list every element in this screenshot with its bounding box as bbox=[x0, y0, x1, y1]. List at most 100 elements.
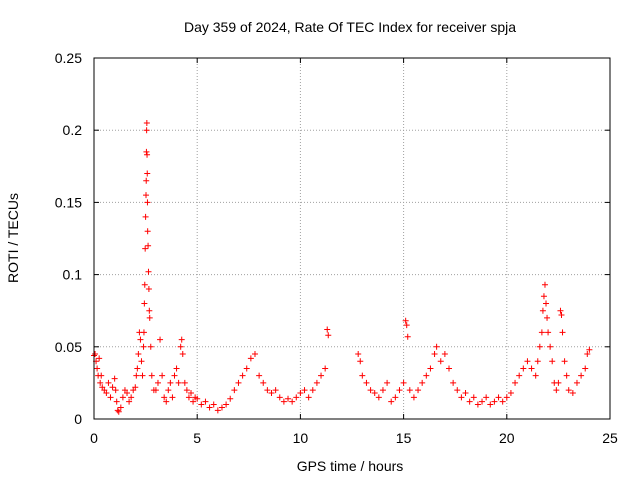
y-tick-label: 0.05 bbox=[55, 339, 82, 355]
data-point bbox=[419, 379, 426, 386]
data-point bbox=[285, 395, 292, 402]
data-point bbox=[175, 379, 182, 386]
data-point bbox=[555, 379, 562, 386]
data-point bbox=[142, 245, 149, 252]
data-point bbox=[507, 390, 514, 397]
data-point bbox=[541, 281, 548, 288]
data-point bbox=[431, 351, 438, 358]
data-point bbox=[540, 293, 547, 300]
data-point bbox=[223, 401, 230, 408]
x-tick-label: 5 bbox=[193, 430, 201, 446]
data-point bbox=[324, 326, 331, 333]
data-point bbox=[163, 398, 170, 405]
data-point bbox=[214, 407, 221, 414]
data-point bbox=[103, 390, 110, 397]
data-point bbox=[178, 336, 185, 343]
data-point bbox=[371, 390, 378, 397]
data-point bbox=[139, 372, 146, 379]
grid-lines bbox=[94, 58, 610, 419]
data-point bbox=[179, 351, 186, 358]
data-point bbox=[132, 384, 139, 391]
data-point bbox=[231, 387, 238, 394]
data-point bbox=[157, 336, 164, 343]
x-axis-label: GPS time / hours bbox=[297, 458, 404, 474]
x-tick-label: 0 bbox=[90, 430, 98, 446]
data-point bbox=[318, 372, 325, 379]
data-point bbox=[148, 372, 155, 379]
data-point bbox=[487, 401, 494, 408]
data-point bbox=[268, 390, 275, 397]
data-point bbox=[584, 351, 591, 358]
data-point bbox=[251, 351, 258, 358]
data-point bbox=[406, 387, 413, 394]
data-point bbox=[557, 307, 564, 314]
data-point bbox=[301, 387, 308, 394]
data-point bbox=[357, 358, 364, 365]
data-points bbox=[91, 119, 593, 415]
data-point bbox=[143, 127, 150, 134]
data-point bbox=[499, 398, 506, 405]
data-point bbox=[549, 358, 556, 365]
data-point bbox=[538, 329, 545, 336]
data-point bbox=[410, 394, 417, 401]
data-point bbox=[117, 404, 124, 411]
data-point bbox=[491, 398, 498, 405]
data-point bbox=[94, 365, 101, 372]
data-point bbox=[534, 358, 541, 365]
data-point bbox=[126, 398, 133, 405]
data-point bbox=[227, 395, 234, 402]
data-point bbox=[433, 343, 440, 350]
data-point bbox=[375, 394, 382, 401]
y-tick-label: 0.1 bbox=[63, 267, 83, 283]
data-point bbox=[325, 332, 332, 339]
data-point bbox=[181, 379, 188, 386]
data-point bbox=[379, 387, 386, 394]
data-point bbox=[392, 394, 399, 401]
data-point bbox=[553, 387, 560, 394]
data-point bbox=[134, 365, 141, 372]
data-point bbox=[563, 372, 570, 379]
data-point bbox=[280, 398, 287, 405]
data-point bbox=[138, 358, 145, 365]
y-tick-label: 0.25 bbox=[55, 50, 82, 66]
data-point bbox=[98, 372, 105, 379]
data-point bbox=[532, 372, 539, 379]
data-point bbox=[135, 351, 142, 358]
data-point bbox=[239, 372, 246, 379]
data-point bbox=[128, 394, 135, 401]
data-point bbox=[137, 336, 144, 343]
data-point bbox=[561, 358, 568, 365]
data-point bbox=[547, 343, 554, 350]
x-tick-label: 25 bbox=[602, 430, 618, 446]
data-point bbox=[218, 404, 225, 411]
data-point bbox=[558, 312, 565, 319]
data-point bbox=[466, 398, 473, 405]
data-point bbox=[569, 390, 576, 397]
data-point bbox=[154, 379, 161, 386]
data-point bbox=[190, 398, 197, 405]
data-point bbox=[188, 390, 195, 397]
data-point bbox=[297, 390, 304, 397]
data-point bbox=[536, 343, 543, 350]
data-point bbox=[144, 199, 151, 206]
data-point bbox=[194, 395, 201, 402]
data-point bbox=[210, 401, 217, 408]
data-point bbox=[543, 300, 550, 307]
data-point bbox=[582, 365, 589, 372]
data-point bbox=[141, 300, 148, 307]
data-point bbox=[415, 387, 422, 394]
data-point bbox=[114, 407, 121, 414]
data-point bbox=[520, 365, 527, 372]
data-point bbox=[470, 394, 477, 401]
data-point bbox=[144, 170, 151, 177]
data-point bbox=[400, 379, 407, 386]
data-point bbox=[423, 372, 430, 379]
data-point bbox=[119, 394, 126, 401]
data-point bbox=[143, 148, 150, 155]
data-point bbox=[161, 394, 168, 401]
data-point bbox=[145, 286, 152, 293]
data-point bbox=[145, 268, 152, 275]
data-point bbox=[559, 329, 566, 336]
